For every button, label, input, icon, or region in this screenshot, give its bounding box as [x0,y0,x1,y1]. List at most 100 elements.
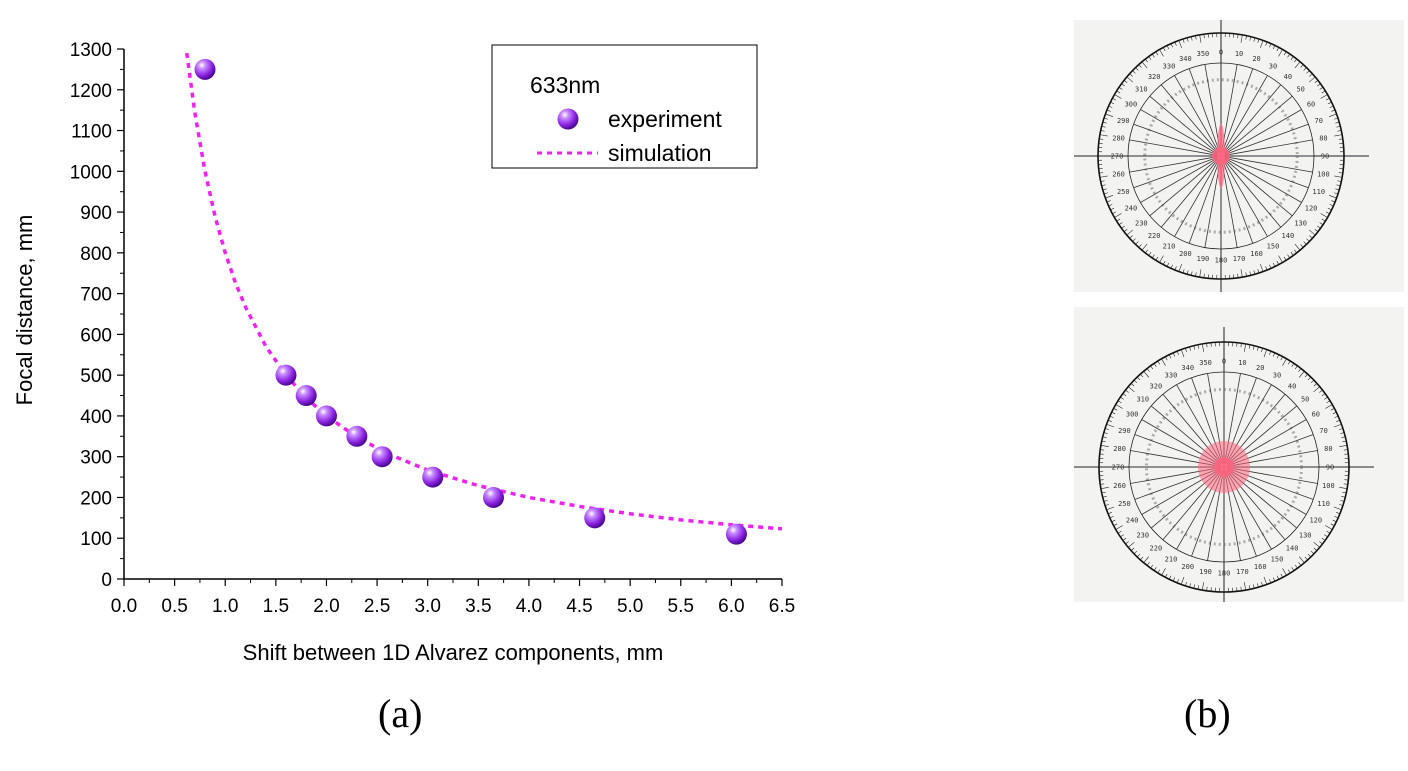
scale-tick [1249,271,1252,276]
scale-tick [1317,225,1321,229]
radial-line [1223,158,1293,217]
scale-tick [1321,537,1326,541]
x-tick-label: 1.0 [212,596,238,617]
scale-tick [1303,67,1307,71]
legend-experiment-marker [557,108,579,130]
scale-tick [1138,244,1142,248]
scale-label: 20 [1256,364,1264,372]
scale-tick [1103,117,1108,120]
scale-tick [1309,73,1313,77]
scale-tick [1272,262,1276,267]
scale-tick [1304,556,1308,561]
legend: 633nm experiment simulation [491,44,758,169]
scale-tick [1245,35,1247,40]
scale-tick [1103,192,1108,195]
scale-label: 80 [1324,445,1332,453]
radial-line [1222,159,1268,237]
scale-tick [1320,213,1328,218]
scale-tick [1168,354,1172,359]
scale-tick [1115,525,1123,530]
scale-tick [1325,97,1330,101]
caption-a: (a) [378,691,423,736]
scale-tick [1157,569,1161,574]
scale-tick [1336,419,1341,422]
radial-line [1133,123,1218,156]
scale-tick [1334,192,1339,195]
experiment-point [295,385,317,407]
scale-tick [1100,180,1105,182]
radial-line [1223,158,1282,228]
y-tick-label: 1100 [71,122,112,143]
scale-tick [1195,35,1197,40]
scale-label: 90 [1326,464,1334,472]
scale-tick [1237,273,1239,278]
scale-tick [1123,80,1128,83]
scale-tick [1272,577,1276,582]
scale-tick [1313,547,1318,551]
scale-tick [1240,34,1243,43]
scale-label: 0 [1222,358,1226,366]
scale-tick [1321,90,1326,94]
scale-tick [1308,229,1316,236]
scale-tick [1331,200,1336,203]
experiment-point [725,523,747,545]
scale-tick [1283,256,1287,261]
y-tick-label: 1200 [70,81,112,102]
experiment-point [371,446,393,468]
y-tick-label: 100 [80,529,112,550]
scale-label: 340 [1179,55,1192,63]
scale-tick [1248,585,1251,590]
scale-tick [1294,564,1298,569]
radial-line [1224,156,1309,189]
scale-tick [1276,260,1280,265]
scale-tick [1203,273,1205,278]
scale-tick [1335,188,1340,191]
scale-tick [1176,350,1179,355]
x-tick-label: 5.5 [668,596,694,617]
scale-tick [1320,94,1328,99]
radial-line [1223,95,1293,154]
y-tick-label: 600 [80,325,112,346]
scale-tick [1112,97,1117,101]
scale-tick [1148,56,1152,60]
scale-tick [1339,444,1348,447]
y-axis-ticks: 0 100 200 300 400 500 600 700 800 900 1000 1100 1200… [70,40,124,591]
scale-label: 190 [1197,255,1210,263]
scale-label: 180 [1218,570,1231,578]
scale-label: 20 [1252,55,1260,63]
scale-tick [1310,550,1315,555]
x-tick-label: 2.5 [364,596,390,617]
scale-label: 150 [1271,555,1284,563]
scale-tick [1319,222,1324,226]
simulation-curve [185,52,783,531]
scale-tick [1203,34,1205,39]
scale-tick [1145,249,1148,254]
scale-tick [1332,411,1337,415]
x-tick-label: 3.0 [414,596,440,617]
scale-tick [1332,519,1337,523]
scale-label: 250 [1118,500,1131,508]
scale-tick [1123,229,1128,232]
scale-tick [1300,64,1304,68]
experiment-point [275,364,297,386]
x-tick-label: 2.0 [313,596,339,617]
radial-line [1140,157,1218,203]
scale-tick [1107,512,1112,515]
scale-tick [1343,483,1348,485]
legend-experiment-label: experiment [608,106,722,132]
experiment-point [194,58,216,80]
scale-tick [1155,51,1159,56]
scale-tick [1136,553,1141,558]
scale-tick [1174,266,1177,271]
scale-tick [1276,575,1280,580]
scale-tick [1240,343,1242,348]
y-tick-label: 400 [80,407,112,428]
scale-label: 330 [1165,372,1178,380]
y-tick-label: 700 [80,285,112,306]
scale-tick [1280,573,1283,578]
scale-tick [1290,252,1294,256]
scale-tick [1150,564,1154,569]
scale-tick [1130,383,1135,387]
scale-tick [1128,386,1135,393]
radial-line [1160,158,1219,228]
